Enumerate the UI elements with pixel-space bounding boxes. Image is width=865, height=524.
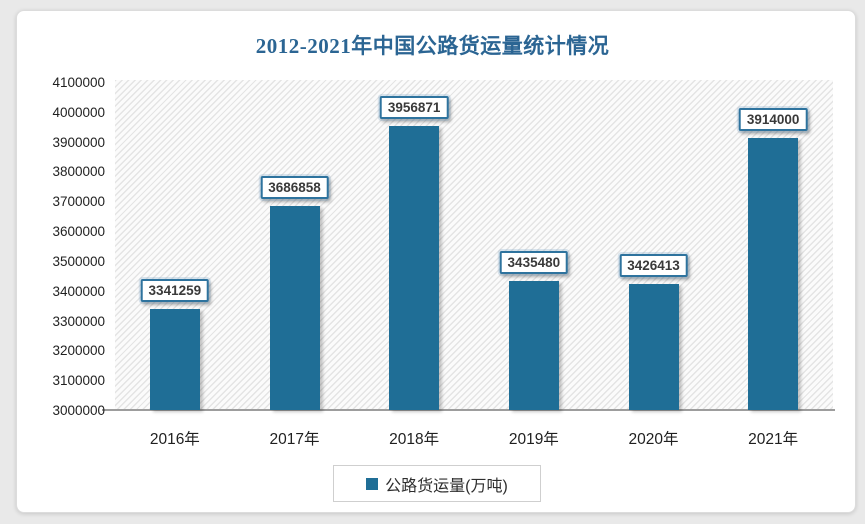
bar-2019年 (508, 281, 559, 410)
bar-value-label: 3686858 (260, 176, 329, 200)
y-axis-tick-label: 4000000 (52, 104, 105, 120)
bar-value-label: 3956871 (379, 95, 449, 119)
x-axis-label: 2021年 (748, 431, 799, 448)
legend-square-icon (366, 477, 379, 490)
y-axis-tick-label: 3200000 (52, 343, 105, 359)
bar-value-label: 3426413 (619, 253, 688, 277)
bar-2017年 (269, 206, 320, 410)
y-axis-tick-label: 3300000 (52, 313, 105, 329)
y-axis-tick-label: 3500000 (52, 253, 105, 269)
x-axis-label: 2016年 (149, 431, 200, 448)
bar-2018年 (389, 125, 440, 410)
bar-2016年 (149, 309, 200, 410)
bar-value-label: 3914000 (738, 108, 808, 132)
x-axis-label: 2020年 (628, 431, 679, 448)
bar-2021年 (748, 138, 799, 410)
y-axis-tick-label: 3700000 (52, 194, 105, 210)
chart-title: 2012-2021年中国公路货运量统计情况 (255, 34, 610, 58)
legend-label: 公路货运量(万吨) (385, 477, 508, 495)
bar-value-label: 3341259 (140, 279, 210, 303)
y-axis-tick-label: 3400000 (52, 283, 105, 299)
bar-value-label: 3435480 (499, 251, 569, 275)
y-axis-tick-label: 3100000 (52, 373, 105, 389)
y-axis-tick-label: 3000000 (52, 403, 105, 418)
y-axis-tick-label: 3900000 (52, 134, 105, 150)
plot-area (115, 80, 833, 411)
x-axis-label: 2019年 (508, 431, 559, 448)
y-axis-tick-label: 4100000 (52, 75, 105, 90)
y-axis-tick-label: 3600000 (52, 224, 105, 240)
bar-2020年 (628, 283, 679, 410)
y-axis-tick-label: 3800000 (52, 164, 105, 180)
x-axis-line (102, 409, 835, 411)
x-axis-label: 2018年 (389, 431, 440, 448)
x-axis-label: 2017年 (269, 431, 320, 448)
legend: 公路货运量(万吨) (333, 465, 541, 502)
